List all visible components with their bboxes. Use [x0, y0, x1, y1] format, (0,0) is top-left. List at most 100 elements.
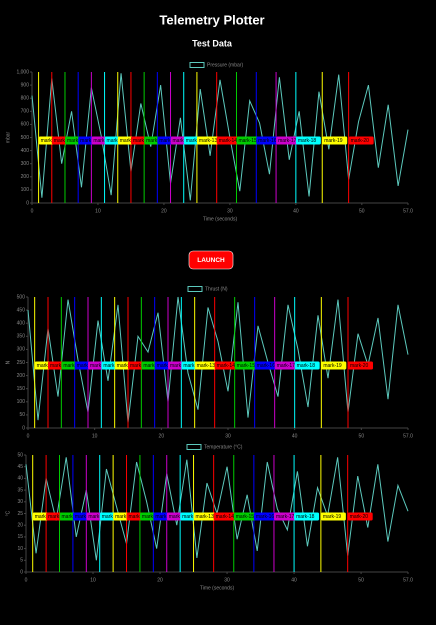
- marker-label: mark-11: [170, 363, 188, 369]
- x-tick-label: 57.0: [403, 433, 413, 439]
- marker-label-box: [196, 136, 222, 145]
- marker-label-box: [276, 136, 302, 145]
- y-tick-label: 5: [20, 558, 23, 564]
- marker-label: mark-5: [90, 363, 106, 369]
- y-tick-label: 300: [21, 161, 30, 167]
- y-tick-label: 50: [19, 412, 25, 418]
- x-tick-label: 57.0: [403, 577, 413, 583]
- marker-label-box: [254, 361, 280, 370]
- y-tick-label: 10: [17, 546, 23, 552]
- marker-label: mark-20: [351, 138, 370, 144]
- y-tick-label: 25: [17, 511, 23, 517]
- marker-label: mark-18: [296, 514, 315, 520]
- marker-label: mark-10: [159, 138, 178, 144]
- marker-label: mark-3: [62, 514, 78, 520]
- y-tick-label: 150: [17, 386, 26, 392]
- y-tick-label: 900: [21, 82, 30, 88]
- legend-label: Pressure (mbar): [207, 62, 243, 68]
- marker-label: mark-2: [50, 363, 66, 369]
- marker-label: mark-9: [143, 363, 159, 369]
- y-tick-label: 15: [17, 534, 23, 540]
- marker-label: mark-7: [117, 363, 133, 369]
- x-tick-label: 40: [293, 208, 299, 214]
- marker-label: mark-20: [350, 514, 369, 520]
- marker-label-box: [294, 512, 320, 521]
- marker-label-box: [273, 512, 299, 521]
- y-tick-label: 100: [17, 399, 26, 405]
- marker-label-box: [256, 136, 282, 145]
- x-tick-label: 50: [359, 208, 365, 214]
- marker-label: mark-6: [102, 514, 118, 520]
- y-tick-label: 200: [21, 174, 30, 180]
- marker-label: mark-8: [130, 363, 146, 369]
- data-line: [27, 296, 409, 423]
- x-tick-label: 20: [161, 208, 167, 214]
- marker-label: mark-7: [120, 138, 136, 144]
- y-tick-label: 30: [17, 499, 23, 505]
- y-tick-label: 0: [22, 425, 25, 431]
- marker-label: mark-2: [48, 514, 64, 520]
- marker-label: mark-14: [219, 138, 238, 144]
- marker-label-box: [233, 512, 259, 521]
- launch-button[interactable]: [188, 250, 234, 270]
- x-tick-label: 40: [292, 433, 298, 439]
- marker-label: mark-19: [323, 514, 342, 520]
- marker-label: mark-18: [298, 138, 317, 144]
- y-axis-label: N: [5, 360, 11, 364]
- legend-label: Temperature (°C): [204, 444, 243, 450]
- marker-label: mark-13: [196, 514, 215, 520]
- marker-label: mark-8: [133, 138, 149, 144]
- y-tick-label: 0: [20, 569, 23, 575]
- y-tick-label: 40: [17, 476, 23, 482]
- marker-label: mark-15: [238, 138, 257, 144]
- marker-label-box: [320, 512, 346, 521]
- page-subtitle: Test Data: [192, 38, 233, 48]
- y-tick-label: 200: [17, 373, 26, 379]
- marker-label: mark-14: [217, 363, 236, 369]
- y-tick-label: 400: [21, 148, 30, 154]
- marker-label: mark-17: [278, 138, 297, 144]
- x-tick-label: 50: [358, 577, 364, 583]
- marker-label: mark-2: [54, 138, 70, 144]
- x-tick-label: 10: [90, 577, 96, 583]
- y-tick-label: 20: [17, 523, 23, 529]
- y-axis-label: mbar: [5, 131, 11, 143]
- marker-label: mark-15: [236, 514, 255, 520]
- y-tick-label: 45: [17, 464, 23, 470]
- marker-label: mark-17: [276, 514, 295, 520]
- x-tick-label: 30: [227, 208, 233, 214]
- marker-label: mark-14: [216, 514, 235, 520]
- marker-label-box: [194, 361, 220, 370]
- marker-label: mark-19: [324, 138, 343, 144]
- y-tick-label: 1,000: [16, 69, 29, 75]
- y-axis-label: °C: [5, 510, 11, 516]
- marker-label-box: [295, 136, 321, 145]
- marker-label: mark-1: [41, 138, 57, 144]
- marker-label: mark-13: [199, 138, 218, 144]
- y-tick-label: 400: [17, 321, 26, 327]
- marker-label: mark-10: [157, 363, 176, 369]
- marker-label-box: [321, 361, 347, 370]
- x-tick-label: 10: [95, 208, 101, 214]
- y-tick-label: 600: [21, 122, 30, 128]
- marker-label-box: [253, 512, 279, 521]
- marker-label: mark-19: [323, 363, 342, 369]
- y-tick-label: 450: [17, 307, 26, 313]
- marker-label-box: [234, 361, 260, 370]
- y-tick-label: 350: [17, 334, 26, 340]
- legend-swatch: [186, 444, 202, 450]
- marker-label: mark-8: [129, 514, 145, 520]
- launch-label[interactable]: LAUNCH: [197, 257, 225, 264]
- x-tick-label: 30: [225, 433, 231, 439]
- marker-label: mark-11: [173, 138, 191, 144]
- marker-label: mark-4: [77, 363, 93, 369]
- marker-label-box: [348, 361, 373, 370]
- marker-label-box: [214, 361, 240, 370]
- marker-label: mark-13: [197, 363, 216, 369]
- marker-label-box: [294, 361, 320, 370]
- marker-label: mark-1: [37, 363, 53, 369]
- marker-label: mark-9: [142, 514, 158, 520]
- x-axis-label: Time (seconds): [203, 216, 238, 222]
- x-tick-label: 40: [291, 577, 297, 583]
